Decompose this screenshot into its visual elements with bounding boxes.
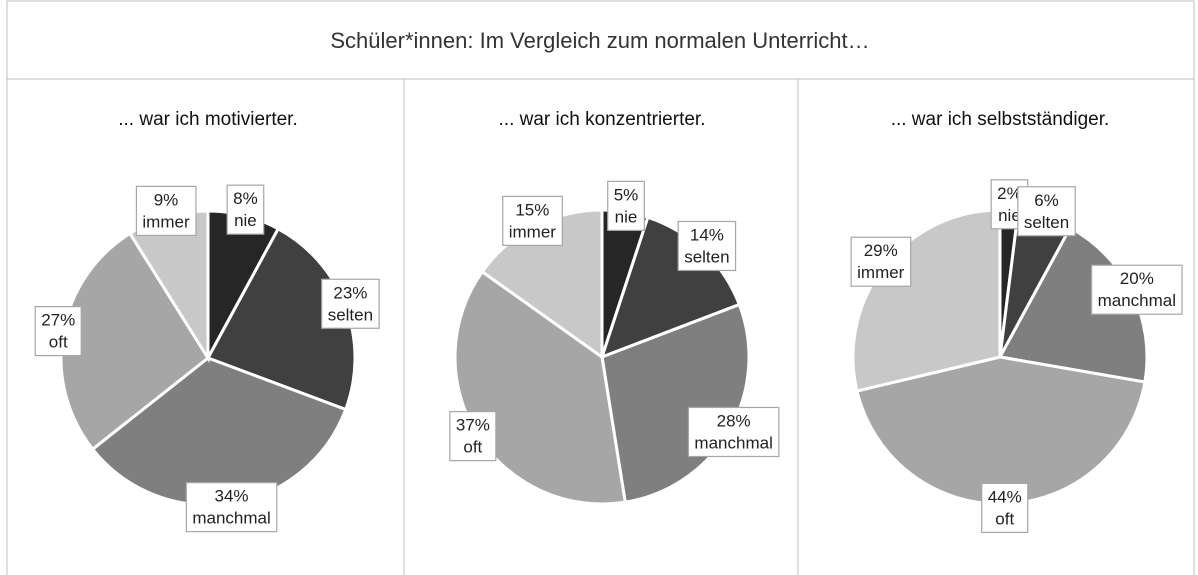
value-label: 15% xyxy=(515,200,549,219)
data-label: 8% nie xyxy=(226,184,265,235)
category-label: selten xyxy=(1024,213,1069,232)
category-label: manchmal xyxy=(192,509,270,528)
value-label: 34% xyxy=(215,487,249,506)
value-label: 9% xyxy=(154,190,179,209)
data-label: 6% selten xyxy=(1017,186,1076,237)
category-label: oft xyxy=(463,438,482,457)
label-box xyxy=(449,411,497,462)
label-box xyxy=(677,220,737,272)
value-label: 8% xyxy=(233,189,258,208)
label-box xyxy=(185,482,278,533)
chart-title: Schüler*innen: Im Vergleich zum normalen… xyxy=(330,28,869,53)
data-label: 37% oft xyxy=(449,411,497,462)
data-label: 5% nie xyxy=(607,180,645,231)
category-label: selten xyxy=(684,247,729,266)
label-box xyxy=(502,195,563,246)
title-box xyxy=(6,0,1195,80)
data-label: 15% immer xyxy=(502,195,563,246)
value-label: 20% xyxy=(1120,269,1154,288)
category-label: selten xyxy=(328,305,373,324)
category-label: immer xyxy=(142,212,190,231)
category-label: manchmal xyxy=(694,433,772,452)
value-label: 5% xyxy=(614,185,639,204)
label-box xyxy=(1090,264,1183,315)
label-box xyxy=(687,406,780,458)
label-box xyxy=(135,185,197,237)
pie-title: ... war ich konzentrierter. xyxy=(499,109,706,130)
label-box xyxy=(226,184,265,235)
data-label: 27% oft xyxy=(34,306,82,357)
category-label: oft xyxy=(49,333,68,352)
value-label: 37% xyxy=(456,416,490,435)
category-label: nie xyxy=(998,206,1021,225)
label-box xyxy=(850,236,912,287)
value-label: 2% xyxy=(997,184,1022,203)
data-label: 20% manchmal xyxy=(1090,264,1183,315)
value-label: 14% xyxy=(690,225,724,244)
label-box xyxy=(321,278,380,329)
label-box xyxy=(1017,186,1076,237)
data-label: 34% manchmal xyxy=(185,482,278,533)
category-label: immer xyxy=(509,222,557,241)
data-label: 23% selten xyxy=(321,278,380,329)
value-label: 28% xyxy=(717,411,751,430)
data-label: 14% selten xyxy=(677,220,737,272)
data-label: 28% manchmal xyxy=(687,406,780,458)
data-label: 44% oft xyxy=(981,482,1029,534)
category-label: nie xyxy=(234,211,257,230)
data-label: 9% immer xyxy=(135,185,197,237)
value-label: 23% xyxy=(333,283,367,302)
category-label: nie xyxy=(615,207,638,226)
category-label: oft xyxy=(995,509,1014,528)
category-label: immer xyxy=(857,263,905,282)
value-label: 44% xyxy=(988,487,1022,506)
data-label: 29% immer xyxy=(850,236,912,287)
value-label: 29% xyxy=(864,241,898,260)
pie-title: ... war ich motivierter. xyxy=(118,109,298,130)
value-label: 27% xyxy=(41,311,75,330)
label-box xyxy=(981,482,1029,534)
label-box xyxy=(607,180,645,231)
value-label: 6% xyxy=(1034,191,1059,210)
label-box xyxy=(34,306,82,357)
category-label: manchmal xyxy=(1098,291,1176,310)
pie-title: ... war ich selbstständiger. xyxy=(891,109,1110,130)
